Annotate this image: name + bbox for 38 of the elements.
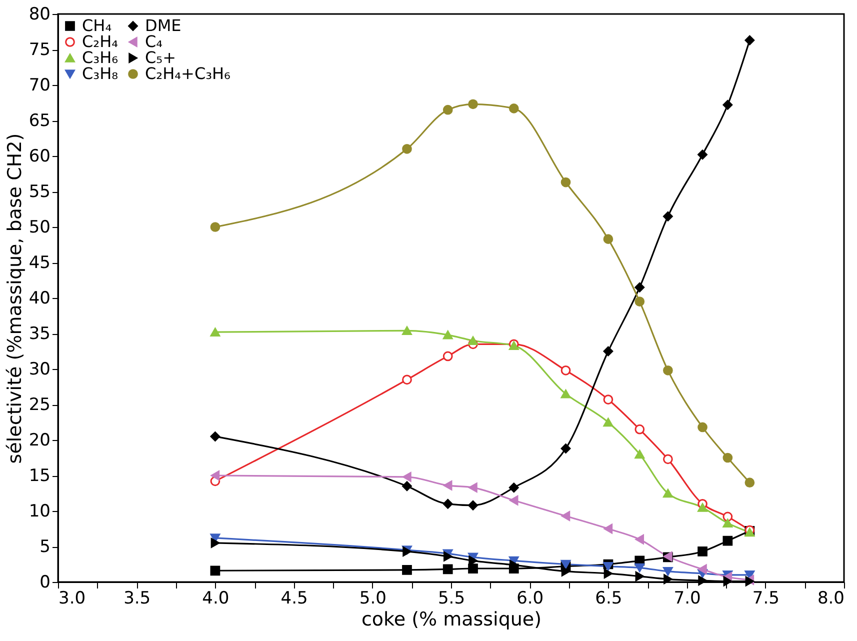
legend-label: C₅+ xyxy=(145,48,176,67)
x-tick-label: 7.0 xyxy=(674,588,701,608)
x-tick-label: 3.0 xyxy=(58,588,86,608)
x-tick-label: 5.5 xyxy=(438,588,466,608)
y-tick-label: 35 xyxy=(28,324,50,344)
x-tick-label: 6.0 xyxy=(516,588,544,608)
legend-label: DME xyxy=(145,16,182,35)
x-tick-label: 6.5 xyxy=(595,588,622,608)
y-tick-label: 10 xyxy=(28,502,50,522)
x-tick-label: 4.0 xyxy=(202,588,230,608)
y-tick-label: 40 xyxy=(28,288,50,308)
y-tick-label: 60 xyxy=(28,146,50,166)
y-tick-label: 70 xyxy=(28,76,50,96)
legend-label: C₃H₆ xyxy=(82,48,118,67)
x-tick-label: 8.0 xyxy=(817,588,844,608)
y-tick-label: 20 xyxy=(28,430,50,450)
y-tick-label: 45 xyxy=(28,253,50,273)
y-tick-label: 80 xyxy=(28,4,50,24)
y-tick-label: 65 xyxy=(28,111,50,131)
y-tick-label: 25 xyxy=(28,395,50,415)
x-axis-title: coke (% massique) xyxy=(361,608,542,630)
x-tick-label: 5.0 xyxy=(359,588,386,608)
legend-label: C₃H₈ xyxy=(82,64,118,83)
legend-label: C₂H₄+C₃H₆ xyxy=(145,64,230,83)
legend-label: C₂H₄ xyxy=(82,32,118,51)
y-tick-label: 15 xyxy=(28,466,50,486)
legend-label: C₄ xyxy=(145,32,163,51)
y-tick-label: 50 xyxy=(28,218,50,238)
x-tick-label: 7.5 xyxy=(752,588,780,608)
y-tick-label: 55 xyxy=(28,182,50,202)
legend-label: CH₄ xyxy=(82,16,112,35)
y-tick-label: 30 xyxy=(28,360,50,380)
x-tick-label: 4.5 xyxy=(280,588,308,608)
y-tick-label: 0 xyxy=(40,572,50,592)
y-tick-label: 5 xyxy=(40,537,50,557)
y-tick-label: 75 xyxy=(28,40,50,60)
x-tick-label: 3.5 xyxy=(124,588,151,608)
y-axis-title: sélectivité (%massique, base CH2) xyxy=(4,133,26,464)
